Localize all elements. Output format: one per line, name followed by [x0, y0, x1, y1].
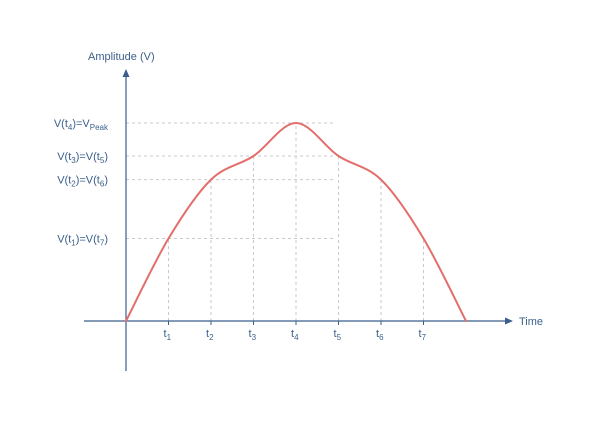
x-tick-label-t2: t2 — [206, 328, 214, 342]
x-tick-label-t3: t3 — [249, 328, 257, 342]
y-level-label-4: V(t4)=VPeak — [54, 118, 109, 132]
grid-layer — [126, 122, 424, 321]
y-level-label-2: V(t2)=V(t6) — [57, 175, 108, 189]
y-axis-arrow — [122, 69, 130, 77]
y-level-labels: V(t1)=V(t7) V(t2)=V(t6) V(t3)=V(t5) V(t4)=V… — [54, 118, 109, 248]
x-axis-arrow — [505, 317, 513, 325]
x-tick-label-t6: t6 — [376, 328, 384, 342]
y-axis-label: Amplitude (V) — [88, 51, 155, 63]
x-axis-label: Time — [519, 316, 543, 328]
x-tick-label-t4: t4 — [291, 328, 299, 342]
x-tick-label-t7: t7 — [419, 328, 427, 342]
curve-layer — [125, 121, 467, 322]
x-tick-label-t5: t5 — [334, 328, 342, 342]
amplitude-curve — [125, 121, 467, 322]
x-tick-label-t1: t1 — [164, 328, 172, 342]
y-level-label-3: V(t3)=V(t5) — [57, 151, 108, 165]
y-level-label-1: V(t1)=V(t7) — [57, 234, 108, 248]
axes: Amplitude (V) Time — [84, 51, 543, 371]
tick-layer: t1 t2 t3 t4 t5 t6 t7 — [164, 321, 427, 342]
